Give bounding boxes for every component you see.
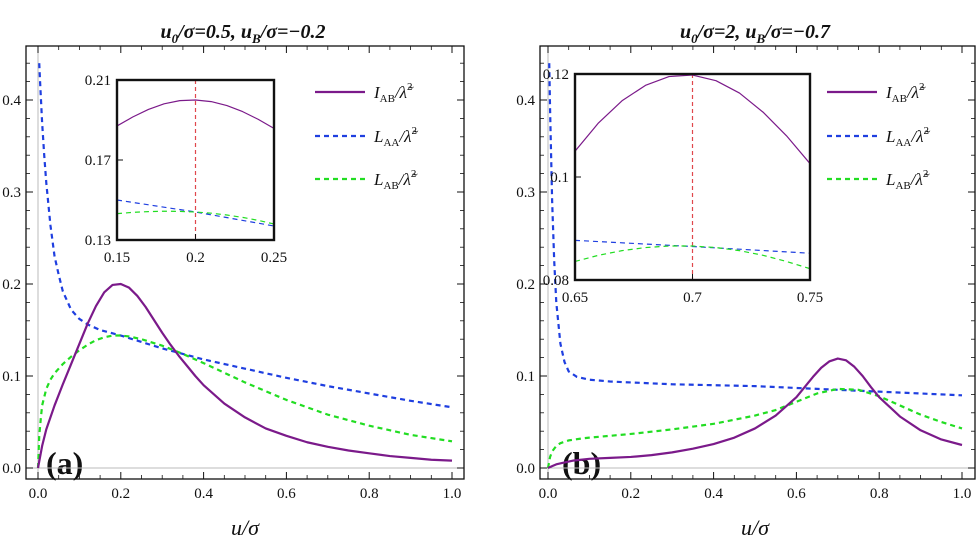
panel-b-inset-series-l-ab [575,245,810,270]
panel-b-xtick-label: 0.6 [787,486,806,502]
panel-a-series-l-aa [38,63,453,409]
panel-b-series-l-aa [548,63,963,397]
panel-a-title: u0/σ=0.5, uB/σ=−0.2 [160,21,325,46]
panel-b-legend: IAB/λ̃2 LAA/λ̃2 LAB/λ̃2 [827,81,930,192]
legend-a-laa-label: LAA/λ̃2 [373,125,418,149]
panel-a-inset-ytick-label: 0.17 [85,153,112,169]
panel-b-xtick-label: 0.8 [870,486,889,502]
panel-b-xtick-label: 0.2 [621,486,640,502]
panel-b-xlabel: u/σ [741,515,770,540]
panel-a: 0.0 0.2 0.4 0.6 0.8 1.0 0.0 0.1 0.2 0.3 0.4 0.15 0.2… [2,45,465,502]
panel-a-ytick-label: 0.0 [2,461,21,477]
panel-b-inset-ytick-label: 0.1 [550,170,569,186]
panel-a-inset-xtick-label: 0.2 [186,250,205,266]
panel-a-inset-xtick-label: 0.25 [261,250,287,266]
panel-b-inset-xtick-label: 0.75 [797,290,823,306]
panel-a-label: (a) [46,445,83,481]
panel-b-inset-xtick-label: 0.7 [683,290,702,306]
panel-b-xtick-label: 1.0 [953,486,972,502]
panel-a-xtick-label: 0.2 [111,486,130,502]
panel-b-xtick-label: 0.4 [704,486,723,502]
panel-a-xtick-label: 0.8 [360,486,379,502]
panel-b-inset-ytick-label: 0.08 [543,273,569,289]
panel-a-xtick-label: 0.4 [194,486,213,502]
panel-b-title: u0/σ=2, uB/σ=−0.7 [680,21,831,46]
legend-b-lab-label: LAB/λ̃2 [885,168,930,192]
panel-a-series-i-ab [36,282,453,469]
panel-a-xlabel: u/σ [231,515,260,540]
legend-b-laa-label: LAA/λ̃2 [885,125,930,149]
legend-a-lab-label: LAB/λ̃2 [373,168,418,192]
panel-a-inset: 0.15 0.2 0.25 0.13 0.17 0.21 [85,73,287,266]
panel-b-inset-xtick-label: 0.65 [562,290,588,306]
panel-a-xtick-label: 0.0 [29,486,48,502]
panel-a-ytick-label: 0.1 [2,369,21,385]
panel-a-xtick-label: 0.6 [277,486,296,502]
panel-b-series-l-ab [546,387,963,469]
panel-b: 0.0 0.2 0.4 0.6 0.8 1.0 0.0 0.1 0.2 0.3 0.4 0.65 0.7… [516,45,976,502]
panel-b-frame [539,45,976,480]
panel-a-inset-ytick-label: 0.21 [85,73,111,89]
panel-b-ytick-label: 0.4 [516,93,535,109]
panel-b-xtick-label: 0.0 [539,486,558,502]
panel-a-inset-xtick-label: 0.15 [104,250,130,266]
panel-a-ytick-label: 0.2 [2,277,21,293]
panel-a-xtick-label: 1.0 [443,486,462,502]
panel-b-ytick-label: 0.0 [516,461,535,477]
panel-a-inset-series-i-ab [117,99,274,129]
panel-a-legend: IAB/λ̃2 LAA/λ̃2 LAB/λ̃2 [315,81,418,192]
panel-b-ytick-label: 0.1 [516,369,535,385]
panel-a-ytick-label: 0.3 [2,185,21,201]
panel-a-ytick-label: 0.4 [2,93,21,109]
panel-b-ytick-label: 0.2 [516,277,535,293]
legend-b-iab-label: IAB/λ̃2 [885,81,926,105]
panel-b-inset-ytick-label: 0.12 [543,67,569,83]
panel-b-ytick-label: 0.3 [516,185,535,201]
panel-b-series-i-ab [547,357,963,470]
panel-a-inset-ytick-label: 0.13 [85,233,111,249]
legend-a-iab-label: IAB/λ̃2 [373,81,414,105]
panel-a-series-l-ab [36,334,453,469]
panel-b-inset: 0.65 0.7 0.75 0.08 0.1 0.12 [543,67,823,306]
panel-b-label: (b) [562,445,601,481]
plot-layer: 0.0 0.2 0.4 0.6 0.8 1.0 0.0 0.1 0.2 0.3 0.4 0.15 0.2… [2,45,976,502]
